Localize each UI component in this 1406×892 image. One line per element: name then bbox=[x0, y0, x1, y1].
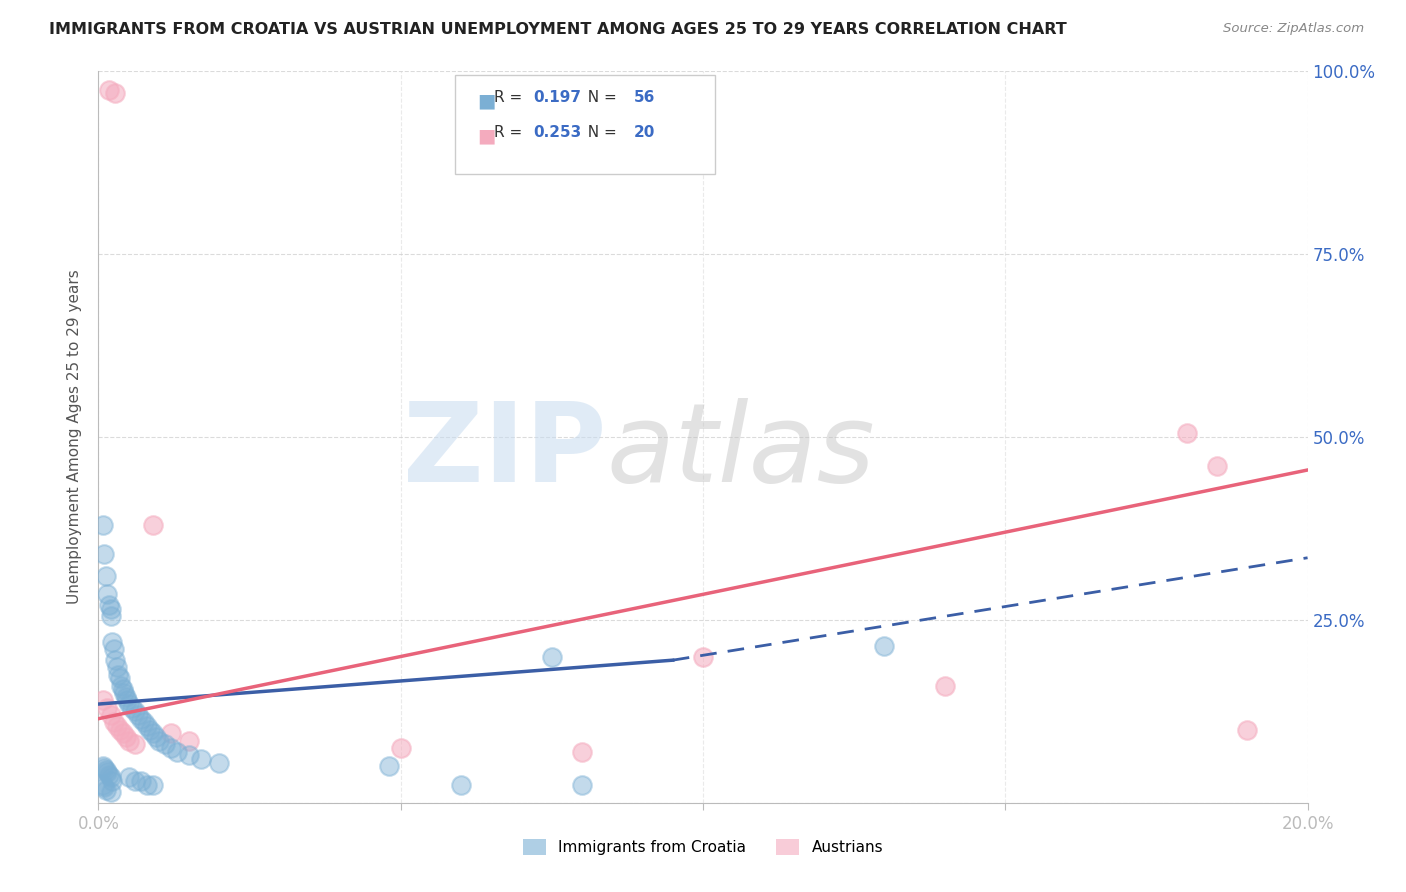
Point bbox=[142, 778, 165, 792]
Legend: Immigrants from Croatia, Austrians: Immigrants from Croatia, Austrians bbox=[516, 833, 890, 861]
FancyBboxPatch shape bbox=[456, 75, 716, 174]
Point bbox=[190, 752, 212, 766]
Point bbox=[100, 770, 122, 784]
Text: 20: 20 bbox=[634, 125, 655, 140]
Point bbox=[145, 730, 167, 744]
Point bbox=[160, 726, 183, 740]
Point bbox=[124, 773, 146, 788]
Point bbox=[135, 778, 157, 792]
Point bbox=[104, 653, 127, 667]
Point bbox=[132, 715, 155, 730]
Text: atlas: atlas bbox=[606, 398, 875, 505]
Text: 0.253: 0.253 bbox=[534, 125, 582, 140]
Point bbox=[103, 642, 125, 657]
Point bbox=[94, 763, 117, 777]
Point bbox=[91, 759, 114, 773]
Point bbox=[100, 773, 122, 788]
Point bbox=[91, 517, 114, 532]
Point bbox=[142, 517, 165, 532]
Point bbox=[118, 697, 141, 711]
Point bbox=[96, 765, 118, 780]
Point bbox=[934, 679, 956, 693]
Point bbox=[93, 761, 115, 775]
Point bbox=[142, 726, 165, 740]
Text: 0.197: 0.197 bbox=[534, 90, 582, 104]
Point bbox=[166, 745, 188, 759]
Point bbox=[96, 700, 118, 714]
Y-axis label: Unemployment Among Ages 25 to 29 years: Unemployment Among Ages 25 to 29 years bbox=[67, 269, 83, 605]
Point bbox=[118, 770, 141, 784]
Point bbox=[114, 690, 136, 704]
Point bbox=[1206, 459, 1229, 474]
Point bbox=[208, 756, 231, 770]
Point bbox=[91, 778, 114, 792]
Point bbox=[129, 773, 152, 788]
Point bbox=[127, 708, 149, 723]
Text: 56: 56 bbox=[634, 90, 655, 104]
Point bbox=[110, 679, 132, 693]
Point bbox=[1175, 426, 1198, 441]
Point bbox=[112, 686, 135, 700]
Point bbox=[153, 737, 176, 751]
Point bbox=[118, 733, 141, 747]
Point bbox=[124, 705, 146, 719]
Point bbox=[540, 649, 562, 664]
Text: N =: N = bbox=[578, 90, 621, 104]
Point bbox=[179, 733, 201, 747]
Text: R =: R = bbox=[494, 90, 527, 104]
Point bbox=[117, 693, 139, 707]
Point bbox=[148, 733, 170, 747]
Point bbox=[108, 672, 131, 686]
Point bbox=[108, 723, 131, 737]
Point bbox=[93, 780, 115, 794]
Point bbox=[124, 737, 146, 751]
Point bbox=[135, 719, 157, 733]
Point bbox=[94, 569, 117, 583]
Text: N =: N = bbox=[578, 125, 621, 140]
Point bbox=[104, 87, 127, 101]
Point bbox=[93, 547, 115, 561]
Point bbox=[129, 712, 152, 726]
Text: Source: ZipAtlas.com: Source: ZipAtlas.com bbox=[1223, 22, 1364, 36]
Point bbox=[98, 83, 121, 97]
Point bbox=[450, 778, 472, 792]
Point bbox=[571, 778, 593, 792]
Point bbox=[100, 785, 122, 799]
Point bbox=[105, 719, 128, 733]
Text: ■: ■ bbox=[477, 91, 495, 110]
Point bbox=[100, 609, 122, 624]
Point bbox=[121, 700, 143, 714]
Point bbox=[105, 660, 128, 674]
Text: R =: R = bbox=[494, 125, 527, 140]
Text: ■: ■ bbox=[477, 126, 495, 145]
Point bbox=[100, 708, 122, 723]
Point bbox=[103, 715, 125, 730]
Point bbox=[873, 639, 896, 653]
Point bbox=[1236, 723, 1258, 737]
Point bbox=[111, 726, 134, 740]
Point bbox=[107, 667, 129, 681]
Point bbox=[139, 723, 162, 737]
Point bbox=[114, 730, 136, 744]
Point bbox=[179, 748, 201, 763]
Point bbox=[91, 693, 114, 707]
Point bbox=[100, 635, 122, 649]
Point bbox=[377, 759, 399, 773]
Point bbox=[160, 740, 183, 755]
Point bbox=[94, 782, 117, 797]
Text: ZIP: ZIP bbox=[404, 398, 606, 505]
Point bbox=[389, 740, 412, 755]
Point bbox=[111, 682, 134, 697]
Text: IMMIGRANTS FROM CROATIA VS AUSTRIAN UNEMPLOYMENT AMONG AGES 25 TO 29 YEARS CORRE: IMMIGRANTS FROM CROATIA VS AUSTRIAN UNEM… bbox=[49, 22, 1067, 37]
Point bbox=[98, 599, 121, 613]
Point bbox=[571, 745, 593, 759]
Point bbox=[96, 587, 118, 601]
Point bbox=[100, 602, 122, 616]
Point bbox=[692, 649, 714, 664]
Point bbox=[98, 768, 121, 782]
